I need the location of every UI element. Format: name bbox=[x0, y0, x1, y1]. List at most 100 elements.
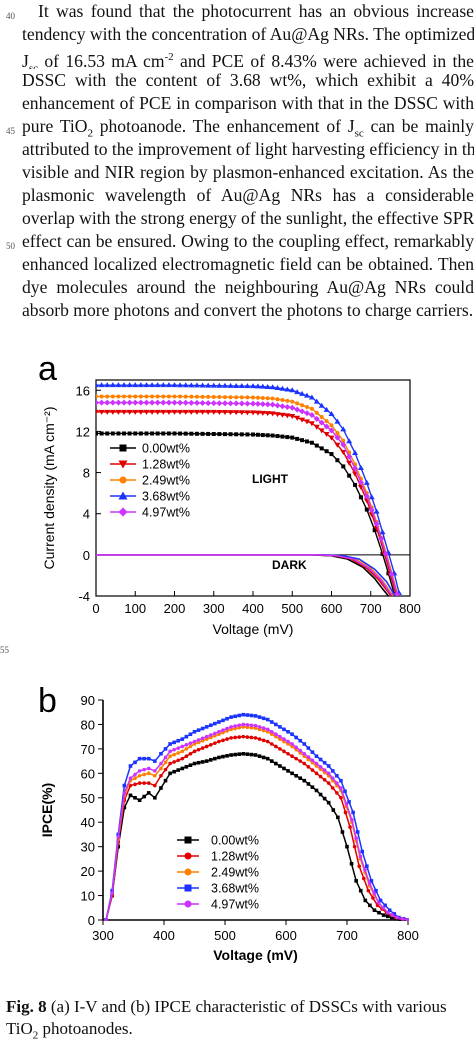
data-point bbox=[282, 749, 286, 754]
data-point bbox=[368, 494, 375, 500]
legend-marker bbox=[184, 868, 192, 876]
data-point bbox=[290, 742, 294, 746]
data-point bbox=[336, 815, 340, 820]
data-point bbox=[172, 752, 176, 757]
data-point bbox=[172, 769, 176, 774]
line-text: pure TiO2 photoanode. The enhancement of… bbox=[22, 115, 474, 138]
data-point bbox=[265, 717, 270, 722]
data-point bbox=[182, 399, 189, 406]
line-text-part: sc bbox=[354, 127, 364, 138]
data-point bbox=[250, 410, 256, 416]
data-point bbox=[196, 747, 201, 752]
data-point bbox=[188, 741, 193, 745]
x-axis-label: Voltage (mV) bbox=[213, 621, 294, 637]
data-point bbox=[378, 898, 383, 903]
data-point bbox=[121, 409, 128, 415]
data-point bbox=[298, 759, 303, 763]
data-point bbox=[168, 754, 172, 759]
data-point bbox=[304, 405, 309, 409]
x-tick-label: 200 bbox=[164, 601, 186, 616]
data-point bbox=[355, 830, 360, 834]
data-point bbox=[234, 395, 239, 400]
data-point bbox=[286, 739, 290, 744]
x-axis-label: Voltage (mV) bbox=[213, 947, 298, 963]
data-point bbox=[227, 400, 234, 407]
y-tick-label: 4 bbox=[83, 507, 90, 522]
data-point bbox=[340, 450, 347, 455]
data-point bbox=[274, 412, 281, 418]
line-number: 40 bbox=[6, 11, 15, 21]
data-point bbox=[295, 401, 300, 406]
data-point bbox=[233, 752, 237, 757]
data-point bbox=[238, 410, 245, 416]
data-point bbox=[302, 778, 307, 783]
data-point bbox=[349, 861, 354, 866]
data-point bbox=[244, 383, 251, 389]
data-point bbox=[329, 452, 334, 457]
data-point bbox=[244, 400, 251, 407]
data-point bbox=[323, 432, 330, 437]
data-point bbox=[329, 423, 334, 428]
data-point bbox=[335, 781, 339, 785]
caption-line2-pre: TiO bbox=[6, 1019, 33, 1038]
data-point bbox=[225, 726, 229, 731]
data-point bbox=[133, 782, 137, 787]
data-point bbox=[314, 788, 319, 793]
data-point bbox=[390, 913, 395, 917]
data-point bbox=[335, 773, 339, 778]
data-point bbox=[204, 734, 209, 739]
data-point bbox=[133, 772, 137, 777]
data-point bbox=[110, 891, 114, 895]
data-point bbox=[193, 382, 200, 388]
line-number: 50 bbox=[6, 241, 15, 251]
data-point bbox=[109, 409, 116, 415]
data-point bbox=[389, 915, 394, 920]
line-number: 45 bbox=[6, 126, 15, 136]
x-tick-label: 300 bbox=[203, 601, 225, 616]
data-point bbox=[99, 394, 104, 399]
data-point bbox=[159, 786, 163, 790]
data-point bbox=[229, 736, 233, 740]
data-point bbox=[257, 754, 262, 759]
data-point bbox=[96, 409, 99, 415]
data-point bbox=[193, 409, 200, 415]
data-point bbox=[216, 382, 223, 388]
data-point bbox=[340, 441, 347, 448]
data-point bbox=[144, 394, 149, 399]
data-point bbox=[369, 879, 374, 883]
legend: 0.00wt% 1.28wt% 2.49wt% 3.68wt% 4.97wt% bbox=[177, 834, 259, 912]
legend-marker bbox=[118, 460, 128, 469]
data-point bbox=[188, 399, 195, 406]
data-point bbox=[368, 903, 372, 908]
data-point bbox=[98, 382, 105, 388]
data-point bbox=[200, 394, 205, 399]
data-point bbox=[328, 435, 335, 441]
legend-label: 3.68wt% bbox=[211, 882, 259, 896]
data-point bbox=[265, 433, 270, 438]
data-point bbox=[196, 728, 201, 732]
data-point bbox=[306, 765, 311, 769]
data-point bbox=[313, 398, 320, 404]
data-point bbox=[166, 431, 171, 436]
data-point bbox=[199, 409, 206, 415]
data-point bbox=[330, 776, 335, 781]
data-point bbox=[269, 401, 276, 408]
data-point bbox=[330, 786, 335, 790]
data-point bbox=[126, 382, 133, 388]
data-point bbox=[239, 395, 244, 400]
data-point bbox=[310, 758, 315, 763]
paragraph-line: 50 effect can be ensured. Owing to the co… bbox=[6, 230, 474, 253]
data-point bbox=[249, 735, 254, 740]
data-point bbox=[137, 769, 142, 773]
line-text: dye molecules around the neighbouring Au… bbox=[22, 276, 474, 299]
x-tick-label: 100 bbox=[124, 601, 146, 616]
data-point bbox=[238, 400, 245, 407]
data-point bbox=[270, 396, 275, 401]
data-point bbox=[286, 729, 290, 734]
data-point bbox=[154, 409, 161, 415]
data-point bbox=[382, 550, 389, 557]
data-point bbox=[385, 914, 390, 919]
data-point bbox=[309, 406, 314, 411]
data-point bbox=[176, 751, 181, 755]
data-point bbox=[322, 778, 327, 782]
